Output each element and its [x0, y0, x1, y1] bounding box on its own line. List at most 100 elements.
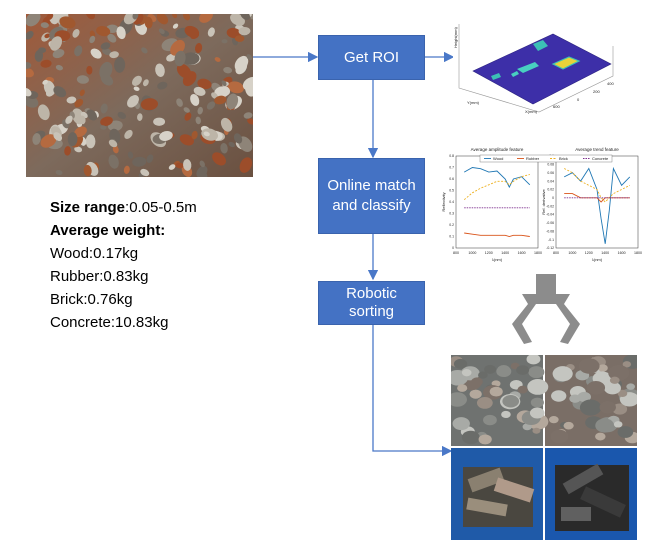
rubble-stone	[141, 47, 148, 54]
rubble-stone	[127, 95, 139, 108]
rubble-stone	[76, 75, 89, 84]
bin-stone	[577, 391, 591, 402]
rubble-stone	[116, 26, 126, 40]
y-tick-label: 0.2	[449, 223, 454, 227]
rubble-stone	[43, 80, 55, 96]
y-tick-label: -0.1	[548, 238, 554, 242]
sorted-bins-photo	[451, 355, 637, 540]
rubble-stone	[26, 62, 32, 69]
rubble-stone	[221, 39, 228, 44]
bin-stone	[526, 355, 541, 365]
rubble-stone	[142, 79, 149, 87]
rubble-stone	[40, 134, 57, 148]
bin-stone	[489, 386, 503, 397]
rubble-stone	[83, 164, 92, 177]
rubble-stone	[183, 107, 190, 113]
x-tick-label: 1200	[585, 251, 593, 255]
x-axis-label: λ(nm)	[492, 257, 503, 262]
bin-stone	[469, 389, 482, 399]
x-tick-label: 1000	[468, 251, 476, 255]
rubble-stone	[66, 96, 77, 104]
rubble-stone	[214, 95, 227, 105]
bin-stone	[457, 384, 468, 392]
bin-stone	[478, 434, 492, 445]
rubble-stone	[132, 75, 142, 86]
rubble-stone	[176, 63, 192, 79]
robotic-sorting-label: Robotic sorting	[346, 285, 397, 320]
rubble-stone	[212, 152, 226, 166]
y-tick-label: -0.08	[546, 229, 554, 233]
chart-legend: Wood Rubber Brick Concrete	[479, 154, 613, 163]
legend-entry: Wood	[493, 156, 503, 161]
rubble-stone	[108, 139, 118, 148]
rubble-stone	[239, 157, 253, 173]
surface-peak	[517, 62, 539, 73]
weight-value: :0.17kg	[88, 245, 139, 262]
rubble-stone	[181, 52, 200, 65]
rubble-stone	[55, 170, 63, 176]
y-tick-label: 0.6	[449, 177, 454, 181]
y-tick-label: 0	[452, 246, 454, 250]
rubble-stone	[156, 14, 169, 25]
rubble-stone	[65, 115, 73, 124]
rubble-stone	[32, 133, 41, 145]
sorted-bins-image	[451, 355, 637, 540]
rubble-stone	[158, 28, 165, 35]
bin-stone	[451, 392, 467, 407]
bin-stone	[516, 365, 530, 375]
x-tick-label: 1400	[501, 251, 509, 255]
rubble-stone	[74, 45, 83, 57]
rubble-stone	[240, 14, 250, 20]
weight-rubber: Rubber:0.83kg	[50, 265, 250, 288]
surface-tick: 200	[593, 89, 600, 94]
surface-peak	[533, 40, 548, 51]
bin-stone	[528, 366, 545, 379]
rubble-stone	[72, 28, 80, 38]
rubble-stone	[67, 132, 78, 147]
rubble-stone	[246, 54, 253, 61]
rubble-stone	[226, 93, 239, 110]
bin-stone	[622, 361, 632, 368]
rubble-stone	[26, 87, 32, 97]
rubble-stone	[74, 146, 83, 153]
series-line-rubber	[564, 193, 630, 203]
bin-stone	[548, 416, 559, 424]
rubble-stone	[132, 156, 147, 167]
average-weight-heading: Average weight:	[50, 219, 250, 242]
rubble-stone	[40, 22, 49, 29]
rubble-stone	[114, 57, 126, 73]
y-axis-label: Ref. derivative	[541, 188, 546, 214]
bin-stone	[501, 410, 511, 419]
rubble-stone	[86, 109, 98, 121]
rubble-stone	[166, 53, 177, 62]
y-tick-label: 0.06	[547, 171, 554, 175]
material-info: Size range:0.05-0.5m Average weight: Woo…	[50, 196, 250, 334]
rubble-stone	[26, 30, 34, 40]
rubble-stone	[211, 92, 218, 99]
average-weight-label: Average weight:	[50, 222, 166, 239]
y-tick-label: 0.4	[449, 200, 454, 204]
bin-stone	[461, 430, 480, 445]
rubble-stone	[127, 151, 134, 159]
bin-stone	[609, 376, 620, 384]
rubble-stone	[38, 47, 47, 53]
bin-stone	[471, 377, 483, 387]
bin-stone	[476, 396, 493, 409]
rubble-stone	[179, 134, 194, 146]
x-tick-label: 1400	[601, 251, 609, 255]
size-range-value: :0.05-0.5m	[125, 199, 197, 216]
bin-stone	[532, 427, 541, 434]
rubble-stone	[90, 48, 102, 59]
bin-stone	[529, 407, 545, 419]
bin-stone	[595, 432, 606, 441]
legend-box	[479, 154, 613, 163]
legend-entry: Rubber	[526, 156, 540, 161]
surface-peak	[491, 73, 501, 80]
bin-stone	[563, 421, 574, 430]
rubble-stone	[238, 26, 251, 36]
x-tick-label: 1600	[518, 251, 526, 255]
bin-stone	[579, 399, 602, 416]
surface-peak	[511, 71, 519, 77]
bin-stone	[522, 423, 532, 431]
rubble-stone	[221, 80, 227, 87]
